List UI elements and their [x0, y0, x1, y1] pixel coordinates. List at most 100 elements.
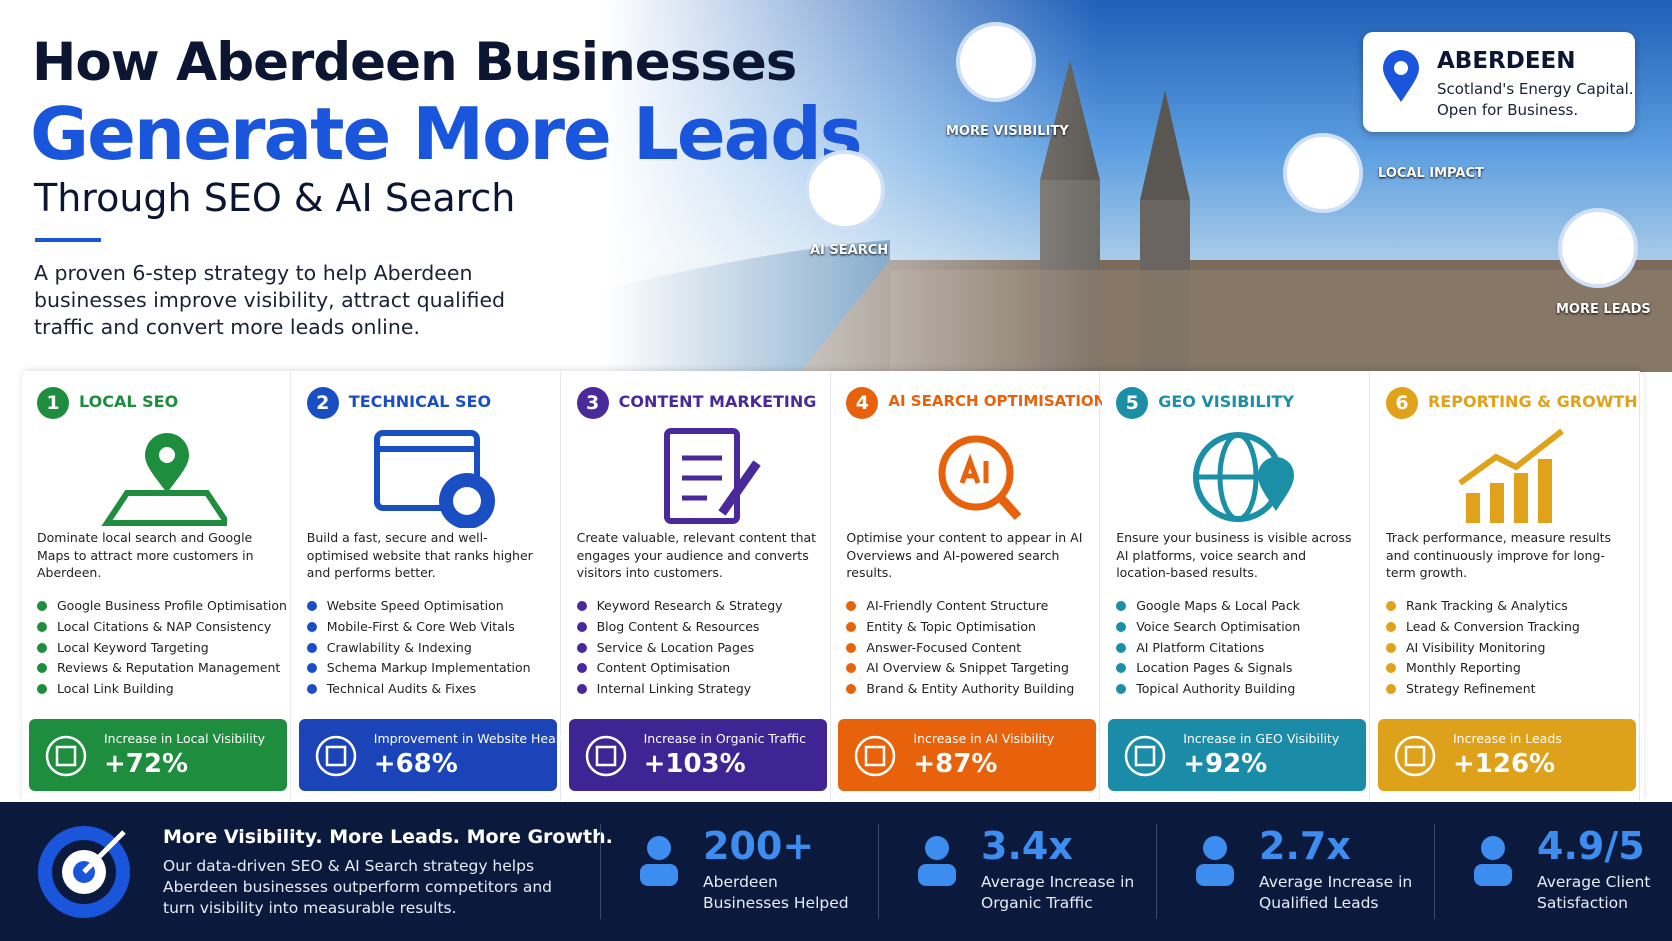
- check-dot: [37, 642, 47, 653]
- step-item-text: Internal Linking Strategy: [596, 681, 752, 697]
- footer-headline: More Visibility. More Leads. More Growth…: [163, 826, 613, 848]
- check-dot: [37, 663, 47, 674]
- stat-icon: [906, 828, 968, 894]
- step-item: Service & Location Pages: [576, 638, 783, 659]
- step-item-text: Voice Search Optimisation: [1136, 618, 1301, 634]
- step-item: Reviews & Reputation Management: [37, 658, 287, 679]
- check-dot: [1386, 642, 1396, 653]
- stat-box: Increase in AI Visibility +87%: [838, 719, 1097, 791]
- underline: [35, 238, 101, 242]
- step-description: Dominate local search and Google Maps to…: [37, 530, 254, 580]
- step-item-text: Location Pages & Signals: [1136, 660, 1293, 676]
- stat-value: +92%: [1183, 749, 1268, 779]
- step-item-text: Service & Location Pages: [596, 639, 755, 655]
- stat-value: +72%: [104, 749, 189, 779]
- step-number: 1: [37, 387, 69, 419]
- step-item-text: Mobile-First & Core Web Vitals: [326, 618, 515, 634]
- step-icon: [367, 423, 497, 532]
- target-icon: [38, 826, 130, 918]
- step-item-text: Answer-Focused Content: [866, 639, 1022, 655]
- stat-label: Improvement in Website Health: [373, 731, 573, 746]
- step-item: Topical Authority Building: [1116, 679, 1300, 700]
- step-title: REPORTING & GROWTH: [1428, 392, 1638, 411]
- step-item: Brand & Entity Authority Building: [846, 679, 1074, 700]
- step-item: AI Visibility Monitoring: [1386, 638, 1580, 659]
- footer-stat-label: Average Increase in Qualified Leads: [1259, 873, 1413, 912]
- check-dot: [576, 621, 587, 632]
- step-item-text: Google Business Profile Optimisation: [57, 598, 287, 613]
- bubble-label: MORE LEADS: [1556, 302, 1651, 317]
- bubble-label: MORE VISIBILITY: [946, 124, 1069, 139]
- stat-box: Increase in Organic Traffic +103%: [568, 719, 827, 791]
- step-title: AI SEARCH OPTIMISATION: [888, 392, 1107, 410]
- stat-value: +68%: [373, 749, 458, 779]
- step-title: TECHNICAL SEO: [348, 392, 492, 411]
- stat-value: +103%: [643, 749, 746, 779]
- stat-icon: [852, 733, 898, 783]
- pin-icon: [1383, 50, 1419, 102]
- step-description: Track performance, measure results and c…: [1386, 530, 1612, 580]
- step-item-text: AI Overview & Snippet Targeting: [866, 660, 1069, 676]
- stat-icon: [1122, 733, 1168, 783]
- step-item: AI Overview & Snippet Targeting: [846, 658, 1074, 679]
- footer-stat-value: 4.9/5: [1537, 824, 1645, 868]
- footer-stat-value: 2.7x: [1259, 824, 1351, 868]
- step-item-text: Rank Tracking & Analytics: [1406, 598, 1568, 613]
- step-items: Website Speed Optimisation Mobile-First &…: [306, 596, 531, 700]
- step-item-text: Local Link Building: [57, 681, 174, 697]
- stat-icon: [313, 733, 359, 783]
- step-item: Internal Linking Strategy: [576, 679, 783, 700]
- bubble-icon: [1283, 133, 1363, 213]
- step-item: Rank Tracking & Analytics: [1386, 596, 1580, 617]
- bubble-label: LOCAL IMPACT: [1378, 166, 1484, 181]
- footer-stat: 200+ Aberdeen Businesses Helped: [703, 824, 868, 914]
- step-title: GEO VISIBILITY: [1158, 392, 1295, 411]
- step-item-text: Schema Markup Implementation: [326, 660, 531, 676]
- step-item: Monthly Reporting: [1386, 658, 1580, 679]
- step-item: Local Keyword Targeting: [37, 638, 287, 659]
- step-item-text: AI Visibility Monitoring: [1406, 639, 1546, 655]
- background-fade: [0, 0, 1100, 372]
- step-item: Local Link Building: [37, 679, 287, 700]
- step-item: Content Optimisation: [576, 658, 783, 679]
- check-dot: [306, 601, 317, 611]
- stat-label: Increase in Leads: [1453, 731, 1562, 746]
- step-description: Optimise your content to appear in AI Ov…: [846, 530, 1083, 580]
- check-dot: [576, 642, 587, 653]
- check-dot: [1116, 684, 1127, 695]
- title-line1: How Aberdeen Businesses: [32, 32, 797, 93]
- step-item: Lead & Conversion Tracking: [1386, 617, 1580, 638]
- footer: More Visibility. More Leads. More Growth…: [0, 802, 1672, 941]
- step-item-text: Local Keyword Targeting: [57, 639, 209, 655]
- footer-stat-value: 3.4x: [981, 824, 1073, 868]
- step-description: Ensure your business is visible across A…: [1116, 530, 1352, 580]
- check-dot: [846, 621, 857, 632]
- step-number: 2: [306, 387, 339, 419]
- bubble-icon: [956, 22, 1036, 102]
- check-dot: [576, 684, 587, 695]
- check-dot: [37, 621, 47, 632]
- stat-label: Increase in Local Visibility: [104, 731, 265, 746]
- step-item-text: Entity & Topic Optimisation: [866, 618, 1036, 634]
- check-dot: [1116, 621, 1127, 632]
- step-card: 5 GEO VISIBILITY Ensure your business is v…: [1102, 371, 1371, 801]
- footer-stat: 4.9/5 Average Client Satisfaction: [1537, 824, 1672, 914]
- title-line2: Generate More Leads: [30, 92, 863, 176]
- check-dot: [306, 663, 317, 674]
- step-item-text: Local Citations & NAP Consistency: [57, 618, 272, 634]
- step-icon: [1446, 423, 1576, 532]
- step-item: Google Business Profile Optimisation: [37, 596, 287, 617]
- step-item: Mobile-First & Core Web Vitals: [306, 617, 531, 638]
- step-item-text: Reviews & Reputation Management: [57, 660, 281, 676]
- stat-box: Increase in Local Visibility +72%: [29, 719, 287, 791]
- step-items: Google Business Profile Optimisation Loca…: [37, 596, 287, 700]
- separator: [1156, 824, 1157, 919]
- bubble-label: AI SEARCH: [810, 243, 889, 258]
- step-title: CONTENT MARKETING: [618, 392, 817, 411]
- check-dot: [846, 642, 857, 653]
- check-dot: [1386, 621, 1396, 632]
- step-item-text: Blog Content & Resources: [596, 618, 760, 634]
- step-item-text: Technical Audits & Fixes: [326, 681, 477, 697]
- check-dot: [1116, 663, 1127, 674]
- step-item-text: Brand & Entity Authority Building: [866, 681, 1075, 697]
